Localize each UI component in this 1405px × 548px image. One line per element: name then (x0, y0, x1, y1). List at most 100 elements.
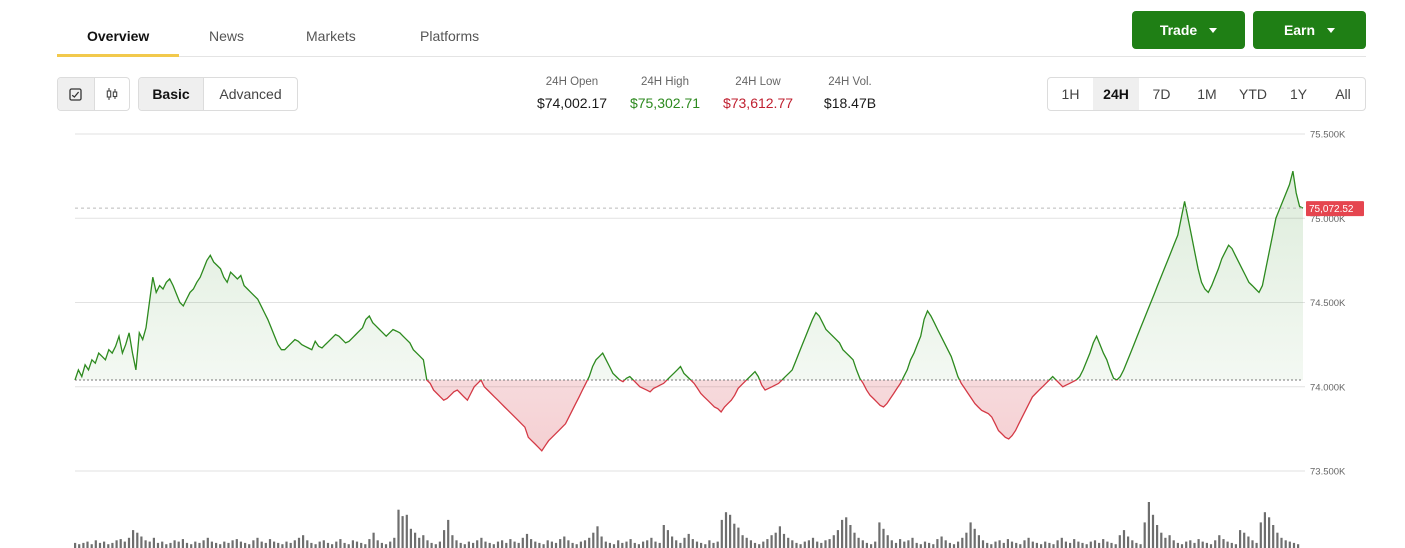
volume-bar (484, 541, 487, 548)
volume-bar (853, 532, 856, 548)
volume-bar (1102, 539, 1105, 548)
volume-bar (1201, 541, 1204, 548)
volume-bar (741, 535, 744, 548)
volume-bar (467, 541, 470, 548)
volume-bar (600, 536, 603, 548)
volume-bar (480, 537, 483, 548)
volume-bar (952, 544, 956, 548)
volume-bar (1027, 537, 1030, 548)
volume-bar (459, 542, 462, 548)
tab-markets[interactable]: Markets (306, 28, 356, 44)
volume-bar (675, 540, 678, 548)
volume-bar (169, 542, 172, 548)
volume-bar (1010, 541, 1014, 548)
volume-bar (845, 517, 848, 548)
volume-bar (1098, 542, 1101, 548)
volume-bar (807, 540, 810, 548)
volume-bar (434, 544, 437, 548)
volume-bar (1114, 544, 1117, 548)
volume-bar (1259, 522, 1262, 548)
volume-bar (538, 542, 541, 548)
range-1y[interactable]: 1Y (1289, 86, 1308, 102)
volume-bar (894, 542, 898, 548)
line-chart-icon[interactable] (58, 78, 95, 110)
volume-bar (803, 541, 806, 548)
mode-basic[interactable]: Basic (139, 78, 204, 110)
candlestick-icon[interactable] (95, 78, 130, 110)
range-24h[interactable]: 24H (1093, 78, 1139, 110)
volume-bar (414, 532, 417, 548)
stat-volume-label: 24H Vol. (828, 76, 872, 88)
volume-bar (733, 523, 736, 548)
top-tabs: Overview News Markets Platforms (57, 0, 1366, 57)
volume-bar (501, 540, 504, 548)
range-1h[interactable]: 1H (1061, 86, 1080, 102)
range-ytd[interactable]: YTD (1239, 86, 1267, 102)
tab-platforms[interactable]: Platforms (420, 28, 480, 44)
volume-bar (1185, 541, 1188, 548)
volume-bar (123, 541, 126, 548)
range-1m[interactable]: 1M (1197, 86, 1217, 102)
volume-bar (306, 540, 309, 548)
y-tick-label: 74.500K (1310, 298, 1346, 309)
volume-bar (409, 528, 412, 548)
volume-bar (1019, 544, 1022, 548)
volume-bar (343, 542, 346, 548)
volume-bar (857, 537, 860, 548)
y-tick-label: 73.500K (1310, 467, 1346, 478)
volume-bar (729, 514, 732, 548)
volume-bar (1168, 535, 1171, 548)
chart-type-toggle (57, 77, 130, 111)
price-chart: 75.500K 75.000K 74.500K 74.000K 73.500K 75,07… (74, 130, 1364, 548)
volume-bar (326, 542, 330, 548)
volume-bar (86, 541, 89, 548)
volume-bar (919, 544, 922, 548)
volume-bar (637, 544, 640, 548)
volume-bar (335, 541, 338, 548)
stat-open-label: 24H Open (545, 76, 599, 88)
range-all[interactable]: All (1335, 86, 1351, 102)
volume-bar (447, 519, 450, 548)
volume-bar (517, 542, 520, 548)
volume-bar (227, 542, 230, 548)
volume-bar (1135, 542, 1138, 548)
volume-bar (1151, 514, 1155, 548)
volume-bar (1060, 537, 1063, 548)
volume-bar (235, 539, 238, 548)
volume-bar (127, 537, 131, 548)
tab-news[interactable]: News (209, 28, 245, 44)
volume-bar (239, 541, 242, 548)
volume-bar (380, 542, 383, 548)
stat-volume: 24H Vol. $18.47B (818, 76, 882, 111)
volume-bar (915, 542, 918, 548)
volume-bar (791, 540, 794, 548)
volume-bar (1197, 539, 1200, 548)
volume-bar (1110, 542, 1113, 548)
volume-bar (1234, 544, 1237, 548)
volume-bar (559, 539, 562, 548)
volume-bar (1255, 542, 1258, 548)
chart-mode-toggle: Basic Advanced (138, 77, 298, 111)
volume-bar (322, 540, 325, 548)
volume-bar (496, 541, 500, 548)
mode-advanced[interactable]: Advanced (219, 86, 282, 102)
y-tick-label: 75.000K (1310, 214, 1346, 225)
volume-bar (376, 540, 379, 548)
volume-bar (534, 541, 537, 548)
volume-bar (173, 540, 176, 548)
volume-bar (716, 541, 719, 548)
volume-bar (1002, 542, 1005, 548)
volume-bar (1209, 544, 1213, 548)
volume-bar (293, 540, 296, 548)
volume-bar (1139, 544, 1142, 548)
range-7d[interactable]: 7D (1152, 86, 1171, 102)
tab-overview[interactable]: Overview (87, 28, 150, 44)
volume-bar (289, 542, 292, 548)
volume-bar (567, 540, 570, 548)
volume-bar (737, 527, 740, 548)
trade-button[interactable]: Trade (1132, 11, 1245, 49)
volume-bar (799, 544, 802, 548)
volume-bar (472, 542, 475, 548)
volume-bar (1276, 532, 1279, 548)
earn-button[interactable]: Earn (1253, 11, 1366, 49)
